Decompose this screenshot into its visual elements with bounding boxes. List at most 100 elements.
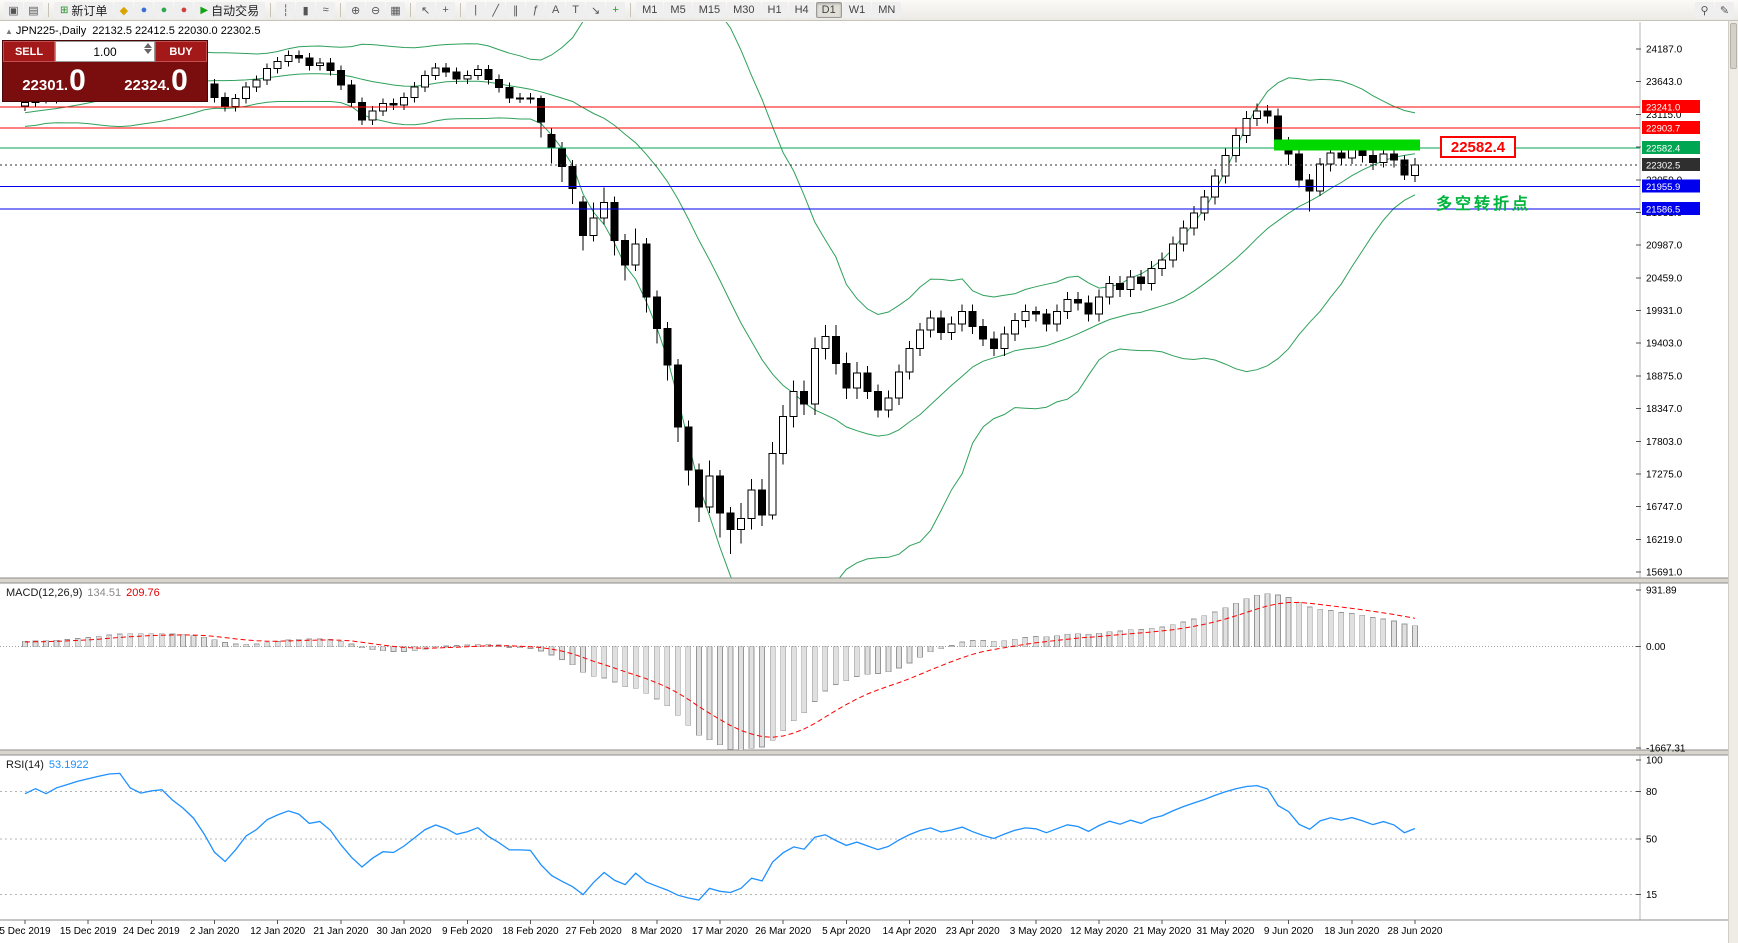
svg-text:9 Jun 2020: 9 Jun 2020	[1264, 926, 1314, 937]
metaeditor-icon[interactable]: ◆	[114, 1, 134, 19]
chart-bars-icon[interactable]: ┆	[276, 1, 296, 19]
new-order-button[interactable]: ⊞ 新订单	[54, 1, 114, 19]
svg-text:24187.0: 24187.0	[1646, 45, 1683, 56]
svg-text:12 May 2020: 12 May 2020	[1070, 926, 1128, 937]
svg-text:23643.0: 23643.0	[1646, 77, 1683, 88]
timeframe-h4[interactable]: H4	[788, 2, 815, 18]
toolbar-separator	[340, 3, 342, 17]
timeframe-d1[interactable]: D1	[815, 2, 842, 18]
svg-text:21 May 2020: 21 May 2020	[1133, 926, 1191, 937]
svg-text:8 Mar 2020: 8 Mar 2020	[632, 926, 683, 937]
svg-text:15: 15	[1646, 890, 1658, 901]
lot-decrease-icon[interactable]	[144, 49, 152, 54]
svg-text:100: 100	[1646, 756, 1663, 767]
autotrading-button-icon: ▶	[200, 4, 209, 16]
svg-text:18 Jun 2020: 18 Jun 2020	[1324, 926, 1379, 937]
svg-text:21586.5: 21586.5	[1646, 205, 1680, 216]
svg-text:14 Apr 2020: 14 Apr 2020	[883, 926, 937, 937]
toolbar-separator	[270, 3, 272, 17]
vertical-line-icon[interactable]: |	[466, 1, 486, 19]
trendline-icon[interactable]: ╱	[486, 1, 506, 19]
timeframe-m15[interactable]: M15	[692, 2, 727, 18]
chart-candles-icon[interactable]: ▮	[296, 1, 316, 19]
svg-text:19403.0: 19403.0	[1646, 339, 1683, 350]
scrollbar-thumb[interactable]	[1730, 23, 1737, 69]
vertical-scrollbar[interactable]	[1728, 21, 1738, 943]
price-callout-label[interactable]: 22582.4	[1440, 136, 1516, 158]
zoom-in-icon[interactable]: ⊕	[346, 1, 366, 19]
fibonacci-icon[interactable]: ƒ	[526, 1, 546, 19]
turning-point-annotation[interactable]: 多空转折点	[1436, 196, 1532, 213]
buy-button[interactable]: BUY	[155, 41, 207, 62]
svg-text:17 Mar 2020: 17 Mar 2020	[692, 926, 749, 937]
date-axis: 5 Dec 2019 15 Dec 2019 24 Dec 2019 2 Jan 20…	[0, 920, 1443, 937]
zoom-out-icon[interactable]: ⊖	[366, 1, 386, 19]
indicators-icon[interactable]: +	[606, 1, 626, 19]
svg-text:30 Jan 2020: 30 Jan 2020	[377, 926, 432, 937]
autotrading-button[interactable]: ▶ 自动交易	[194, 1, 266, 19]
macd-panel	[0, 593, 1640, 750]
ohlc-values: 22132.5 22412.5 22030.0 22302.5	[92, 25, 261, 37]
svg-text:-1667.31: -1667.31	[1646, 744, 1686, 755]
sell-button[interactable]: SELL	[3, 41, 55, 62]
new-order-button-label: 新订单	[71, 3, 108, 18]
svg-text:26 Mar 2020: 26 Mar 2020	[755, 926, 812, 937]
timeframe-h1[interactable]: H1	[761, 2, 788, 18]
crosshair-icon[interactable]: +	[436, 1, 456, 19]
svg-text:22582.4: 22582.4	[1646, 143, 1680, 154]
svg-text:20459.0: 20459.0	[1646, 273, 1683, 284]
toolbar-separator	[410, 3, 412, 17]
market-watch-icon[interactable]: ●	[134, 1, 154, 19]
terminal-icon[interactable]: ●	[174, 1, 194, 19]
tile-windows-icon[interactable]: ▦	[386, 1, 406, 19]
timeframe-w1[interactable]: W1	[842, 2, 872, 18]
candles-layer[interactable]	[21, 50, 1419, 555]
buy-price[interactable]: 22324. 0	[105, 62, 207, 101]
profiles-icon[interactable]: ▤	[24, 1, 43, 19]
rsi-panel	[0, 772, 1640, 901]
buy-price-main: 22324.	[124, 77, 171, 94]
svg-text:16747.0: 16747.0	[1646, 502, 1683, 513]
timeframe-m1[interactable]: M1	[636, 2, 664, 18]
timeframe-m30[interactable]: M30	[727, 2, 761, 18]
svg-text:24 Dec 2019: 24 Dec 2019	[123, 926, 180, 937]
svg-text:18 Feb 2020: 18 Feb 2020	[502, 926, 559, 937]
svg-text:5 Apr 2020: 5 Apr 2020	[822, 926, 871, 937]
svg-text:31 May 2020: 31 May 2020	[1197, 926, 1255, 937]
svg-text:21955.9: 21955.9	[1646, 182, 1680, 193]
rsi-indicator-label: RSI(14) 53.1922	[6, 759, 89, 771]
svg-text:5 Dec 2019: 5 Dec 2019	[0, 926, 51, 937]
rsi-axis: 100 80 50 15	[1636, 756, 1663, 901]
svg-text:16219.0: 16219.0	[1646, 535, 1683, 546]
lot-increase-icon[interactable]	[144, 43, 152, 48]
lot-size-field[interactable]: 1.00	[55, 41, 155, 62]
arrow-tool-icon[interactable]: ↘	[586, 1, 606, 19]
svg-text:23241.0: 23241.0	[1646, 103, 1680, 114]
trade-panel-toggle-icon[interactable]: ▲	[5, 27, 13, 36]
text-icon[interactable]: A	[546, 1, 566, 19]
cursor-icon[interactable]: ↖	[416, 1, 436, 19]
highlight-rectangle[interactable]	[1274, 139, 1420, 151]
svg-text:18875.0: 18875.0	[1646, 371, 1683, 382]
navigator-icon[interactable]: ●	[154, 1, 174, 19]
edit-icon[interactable]: ✎	[1715, 1, 1734, 19]
svg-text:20987.0: 20987.0	[1646, 241, 1683, 252]
main-toolbar: ▣ ▤ ⊞ 新订单 ◆ ● ● ● ▶ 自动交易 ┆ ▮ ≈ ⊕ ⊖ ▦ ↖ + | ╱ ∥ ƒ A T ↘ + M1 M5 M15 M3…	[0, 0, 1738, 21]
sell-price[interactable]: 22301. 0	[3, 62, 105, 101]
text-label-icon[interactable]: T	[566, 1, 586, 19]
symbol-name: JPN225-,Daily	[15, 25, 87, 37]
channel-icon[interactable]: ∥	[506, 1, 526, 19]
search-icon[interactable]: ⚲	[1695, 1, 1714, 19]
svg-text:23115.0: 23115.0	[1646, 110, 1682, 121]
timeframe-mn[interactable]: MN	[872, 2, 902, 18]
svg-text:931.89: 931.89	[1646, 586, 1677, 597]
svg-text:23 Apr 2020: 23 Apr 2020	[946, 926, 1000, 937]
chart-line-icon[interactable]: ≈	[316, 1, 336, 19]
new-chart-icon[interactable]: ▣	[4, 1, 23, 19]
svg-text:22903.7: 22903.7	[1646, 123, 1680, 134]
svg-text:0.00: 0.00	[1646, 642, 1666, 653]
new-order-button-icon: ⊞	[60, 4, 69, 16]
svg-text:2 Jan 2020: 2 Jan 2020	[190, 926, 240, 937]
timeframe-m5[interactable]: M5	[664, 2, 692, 18]
